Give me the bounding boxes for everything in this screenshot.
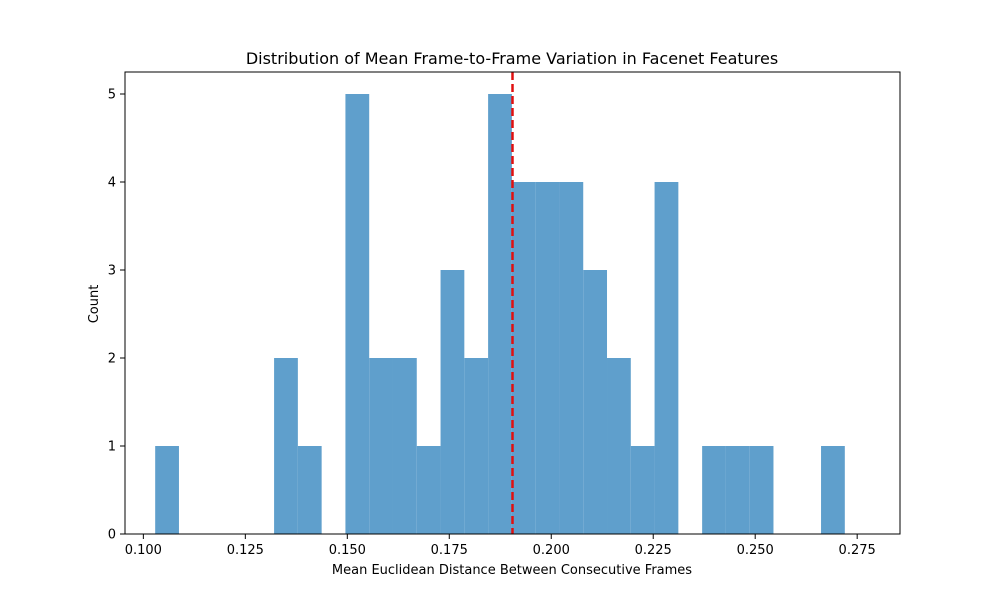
x-tick-label: 0.175 (431, 543, 468, 558)
histogram-bar (392, 358, 417, 534)
y-axis-ticks: 0 1 2 3 4 5 (108, 88, 125, 543)
histogram-bar (725, 446, 750, 534)
x-tick-label: 0.150 (329, 543, 366, 558)
histogram-bar (583, 270, 608, 534)
y-tick-label: 0 (108, 528, 116, 543)
x-tick-label: 0.200 (533, 543, 570, 558)
histogram-bar (274, 358, 298, 534)
y-axis-label: Count (87, 285, 102, 324)
y-tick-label: 2 (108, 352, 116, 367)
histogram-bar (630, 446, 655, 534)
histogram-bar (511, 182, 536, 534)
y-tick-label: 4 (108, 176, 116, 191)
x-tick-label: 0.100 (125, 543, 162, 558)
histogram-bar (440, 270, 465, 534)
chart-title: Distribution of Mean Frame-to-Frame Vari… (246, 49, 778, 68)
histogram-bar (821, 446, 845, 534)
x-axis-label: Mean Euclidean Distance Between Consecut… (332, 563, 692, 578)
y-tick-label: 3 (108, 264, 116, 279)
histogram-bar (535, 182, 560, 534)
y-tick-label: 1 (108, 440, 116, 455)
y-tick-label: 5 (108, 88, 116, 103)
x-axis-ticks: 0.100 0.125 0.150 0.175 0.200 0.225 0.250 0.275 (125, 534, 876, 558)
x-tick-label: 0.250 (737, 543, 774, 558)
plot-frame (124, 71, 901, 535)
histogram-bar (297, 446, 322, 534)
histogram-bar (416, 446, 441, 534)
histogram-bar (702, 446, 726, 534)
histogram-bar (488, 94, 512, 534)
histogram-bar (559, 182, 584, 534)
histogram-bar (749, 446, 774, 534)
histogram-bars (155, 94, 845, 534)
histogram-bar (155, 446, 179, 534)
histogram-bar (607, 358, 631, 534)
histogram-bar (369, 358, 393, 534)
x-tick-label: 0.225 (635, 543, 672, 558)
x-tick-label: 0.275 (839, 543, 876, 558)
histogram-bar (464, 358, 489, 534)
histogram-bar (654, 182, 679, 534)
histogram-bar (345, 94, 370, 534)
x-tick-label: 0.125 (227, 543, 264, 558)
